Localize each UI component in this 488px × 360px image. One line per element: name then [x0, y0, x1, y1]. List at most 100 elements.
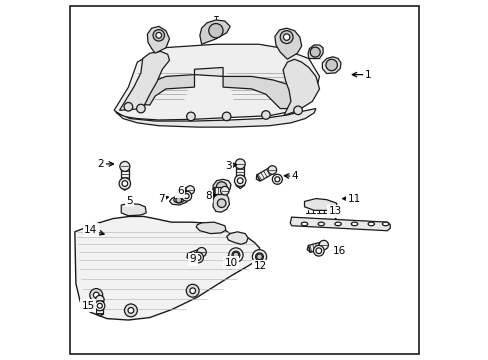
Polygon shape — [290, 217, 389, 231]
Ellipse shape — [267, 166, 276, 174]
Ellipse shape — [186, 284, 199, 297]
Ellipse shape — [233, 252, 238, 258]
Polygon shape — [121, 203, 146, 216]
Ellipse shape — [261, 111, 270, 119]
Ellipse shape — [195, 255, 201, 260]
Ellipse shape — [301, 222, 307, 226]
Text: 8: 8 — [204, 191, 211, 201]
Ellipse shape — [382, 222, 388, 226]
Polygon shape — [308, 242, 324, 252]
Polygon shape — [75, 216, 259, 320]
Polygon shape — [196, 222, 225, 234]
Ellipse shape — [93, 292, 99, 298]
Ellipse shape — [136, 104, 145, 113]
Ellipse shape — [181, 191, 191, 201]
Ellipse shape — [197, 248, 206, 257]
Text: 1: 1 — [364, 69, 370, 80]
Ellipse shape — [189, 288, 195, 294]
Ellipse shape — [367, 222, 374, 226]
Ellipse shape — [97, 303, 102, 308]
Ellipse shape — [216, 182, 226, 193]
Ellipse shape — [186, 112, 195, 121]
Ellipse shape — [124, 304, 137, 317]
Ellipse shape — [252, 249, 266, 264]
Polygon shape — [256, 175, 260, 181]
Ellipse shape — [228, 248, 243, 262]
Polygon shape — [212, 187, 214, 194]
Polygon shape — [121, 166, 129, 187]
Polygon shape — [307, 45, 323, 59]
Polygon shape — [214, 187, 224, 194]
Polygon shape — [304, 199, 336, 210]
Ellipse shape — [313, 246, 324, 256]
Text: 5: 5 — [126, 196, 133, 206]
Ellipse shape — [350, 222, 357, 226]
Text: 16: 16 — [332, 246, 345, 256]
Text: 4: 4 — [290, 171, 297, 181]
Polygon shape — [121, 187, 129, 190]
Polygon shape — [169, 195, 188, 205]
Ellipse shape — [192, 252, 203, 263]
Polygon shape — [186, 253, 190, 260]
Polygon shape — [114, 44, 319, 120]
Ellipse shape — [208, 23, 223, 38]
Ellipse shape — [283, 34, 289, 40]
Text: 7: 7 — [158, 194, 164, 203]
Text: 2: 2 — [98, 159, 104, 169]
Text: 3: 3 — [224, 161, 231, 171]
Polygon shape — [256, 167, 274, 181]
Polygon shape — [176, 186, 191, 198]
Text: 15: 15 — [81, 301, 95, 311]
Ellipse shape — [222, 112, 230, 121]
Ellipse shape — [173, 197, 183, 203]
Polygon shape — [119, 51, 169, 111]
Ellipse shape — [234, 175, 245, 186]
Polygon shape — [274, 28, 301, 59]
Polygon shape — [235, 164, 244, 185]
Text: 12: 12 — [253, 261, 266, 271]
Polygon shape — [213, 194, 229, 212]
Ellipse shape — [325, 59, 337, 71]
Ellipse shape — [334, 222, 341, 226]
Ellipse shape — [220, 186, 229, 195]
Ellipse shape — [124, 103, 132, 111]
Polygon shape — [194, 67, 223, 76]
Ellipse shape — [95, 301, 104, 311]
Ellipse shape — [217, 199, 225, 207]
Ellipse shape — [156, 32, 162, 38]
Ellipse shape — [274, 177, 279, 182]
Text: 14: 14 — [84, 225, 97, 235]
Polygon shape — [223, 76, 298, 109]
Polygon shape — [116, 109, 315, 127]
Ellipse shape — [235, 159, 244, 169]
Ellipse shape — [280, 31, 292, 44]
Ellipse shape — [119, 178, 130, 189]
Ellipse shape — [128, 307, 134, 313]
Polygon shape — [283, 59, 319, 116]
Polygon shape — [322, 57, 340, 73]
Ellipse shape — [95, 296, 104, 304]
Ellipse shape — [255, 253, 263, 261]
Ellipse shape — [315, 248, 321, 253]
Polygon shape — [187, 249, 203, 260]
Polygon shape — [147, 26, 169, 53]
Polygon shape — [96, 300, 103, 314]
Ellipse shape — [319, 240, 328, 249]
Ellipse shape — [293, 106, 302, 114]
Polygon shape — [226, 232, 247, 244]
Polygon shape — [213, 179, 230, 194]
Text: 6: 6 — [177, 186, 183, 197]
Ellipse shape — [185, 186, 194, 194]
Ellipse shape — [227, 259, 233, 265]
Text: 9: 9 — [189, 254, 196, 264]
Ellipse shape — [184, 194, 189, 199]
Ellipse shape — [120, 161, 130, 171]
Ellipse shape — [256, 254, 262, 260]
Ellipse shape — [176, 197, 181, 203]
Polygon shape — [200, 20, 230, 44]
Ellipse shape — [317, 222, 324, 226]
Polygon shape — [96, 314, 103, 316]
Ellipse shape — [309, 47, 320, 57]
Text: 13: 13 — [328, 206, 342, 216]
Ellipse shape — [153, 30, 164, 41]
